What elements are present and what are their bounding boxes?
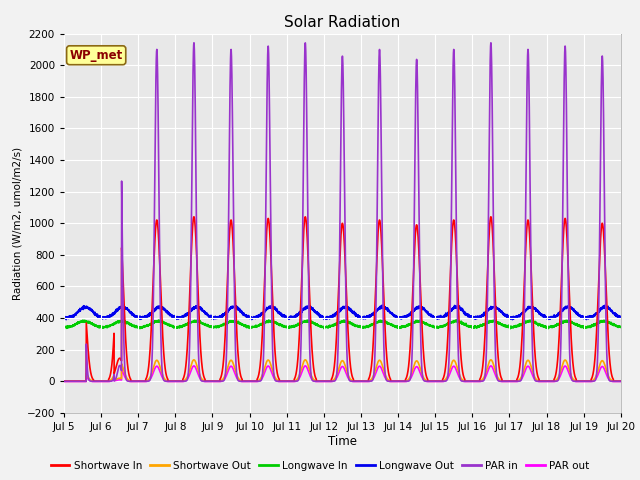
PAR out bbox=[616, 379, 624, 384]
Longwave Out bbox=[617, 315, 625, 321]
Longwave Out bbox=[378, 302, 386, 308]
PAR in bbox=[60, 378, 68, 384]
PAR in bbox=[616, 378, 624, 384]
PAR out bbox=[322, 379, 330, 384]
Line: PAR out: PAR out bbox=[64, 366, 621, 382]
PAR out bbox=[60, 379, 68, 384]
PAR in bbox=[499, 378, 507, 384]
Shortwave Out bbox=[60, 378, 68, 384]
Shortwave In bbox=[617, 378, 625, 384]
Longwave In bbox=[617, 324, 625, 330]
Line: Longwave In: Longwave In bbox=[64, 320, 621, 329]
PAR out bbox=[190, 363, 198, 369]
Line: Shortwave In: Shortwave In bbox=[64, 217, 621, 381]
Longwave In bbox=[499, 322, 507, 328]
Longwave In bbox=[544, 326, 552, 332]
Longwave Out bbox=[468, 314, 476, 320]
Shortwave Out bbox=[322, 378, 330, 384]
Longwave In bbox=[616, 324, 624, 330]
Longwave In bbox=[467, 324, 475, 330]
Longwave In bbox=[322, 324, 330, 330]
Line: Longwave Out: Longwave Out bbox=[64, 305, 621, 320]
X-axis label: Time: Time bbox=[328, 434, 357, 448]
Shortwave In bbox=[616, 378, 624, 384]
PAR out bbox=[467, 379, 475, 384]
Longwave Out bbox=[60, 314, 68, 320]
Longwave Out bbox=[616, 315, 624, 321]
Shortwave In bbox=[322, 378, 330, 384]
Text: WP_met: WP_met bbox=[70, 49, 123, 62]
Longwave Out bbox=[436, 314, 444, 320]
PAR in bbox=[617, 378, 625, 384]
PAR out bbox=[499, 379, 507, 384]
Longwave Out bbox=[209, 317, 216, 323]
PAR in bbox=[322, 378, 330, 384]
Longwave Out bbox=[322, 316, 330, 322]
Longwave Out bbox=[160, 307, 168, 313]
Longwave In bbox=[436, 323, 444, 329]
PAR in bbox=[467, 378, 475, 384]
Shortwave Out bbox=[499, 378, 507, 384]
Line: PAR in: PAR in bbox=[64, 43, 621, 381]
PAR in bbox=[190, 40, 198, 46]
Longwave In bbox=[161, 320, 168, 326]
Shortwave Out bbox=[436, 378, 444, 384]
PAR out bbox=[617, 379, 625, 384]
Title: Solar Radiation: Solar Radiation bbox=[284, 15, 401, 30]
PAR out bbox=[160, 377, 168, 383]
Shortwave Out bbox=[617, 378, 625, 384]
PAR out bbox=[436, 379, 444, 384]
Y-axis label: Radiation (W/m2, umol/m2/s): Radiation (W/m2, umol/m2/s) bbox=[12, 146, 22, 300]
Line: Shortwave Out: Shortwave Out bbox=[64, 360, 621, 381]
Shortwave Out bbox=[467, 378, 475, 384]
PAR in bbox=[160, 378, 168, 384]
Legend: Shortwave In, Shortwave Out, Longwave In, Longwave Out, PAR in, PAR out: Shortwave In, Shortwave Out, Longwave In… bbox=[47, 456, 593, 475]
Shortwave In bbox=[467, 378, 475, 384]
Shortwave In bbox=[160, 354, 168, 360]
Longwave In bbox=[60, 324, 68, 329]
Shortwave Out bbox=[190, 357, 198, 363]
Longwave Out bbox=[499, 311, 507, 316]
Shortwave In bbox=[436, 378, 444, 384]
Shortwave Out bbox=[160, 375, 168, 381]
Shortwave In bbox=[499, 378, 507, 384]
Shortwave Out bbox=[616, 378, 624, 384]
Shortwave In bbox=[190, 214, 198, 220]
Longwave In bbox=[155, 317, 163, 323]
PAR in bbox=[436, 378, 444, 384]
Shortwave In bbox=[60, 378, 68, 384]
